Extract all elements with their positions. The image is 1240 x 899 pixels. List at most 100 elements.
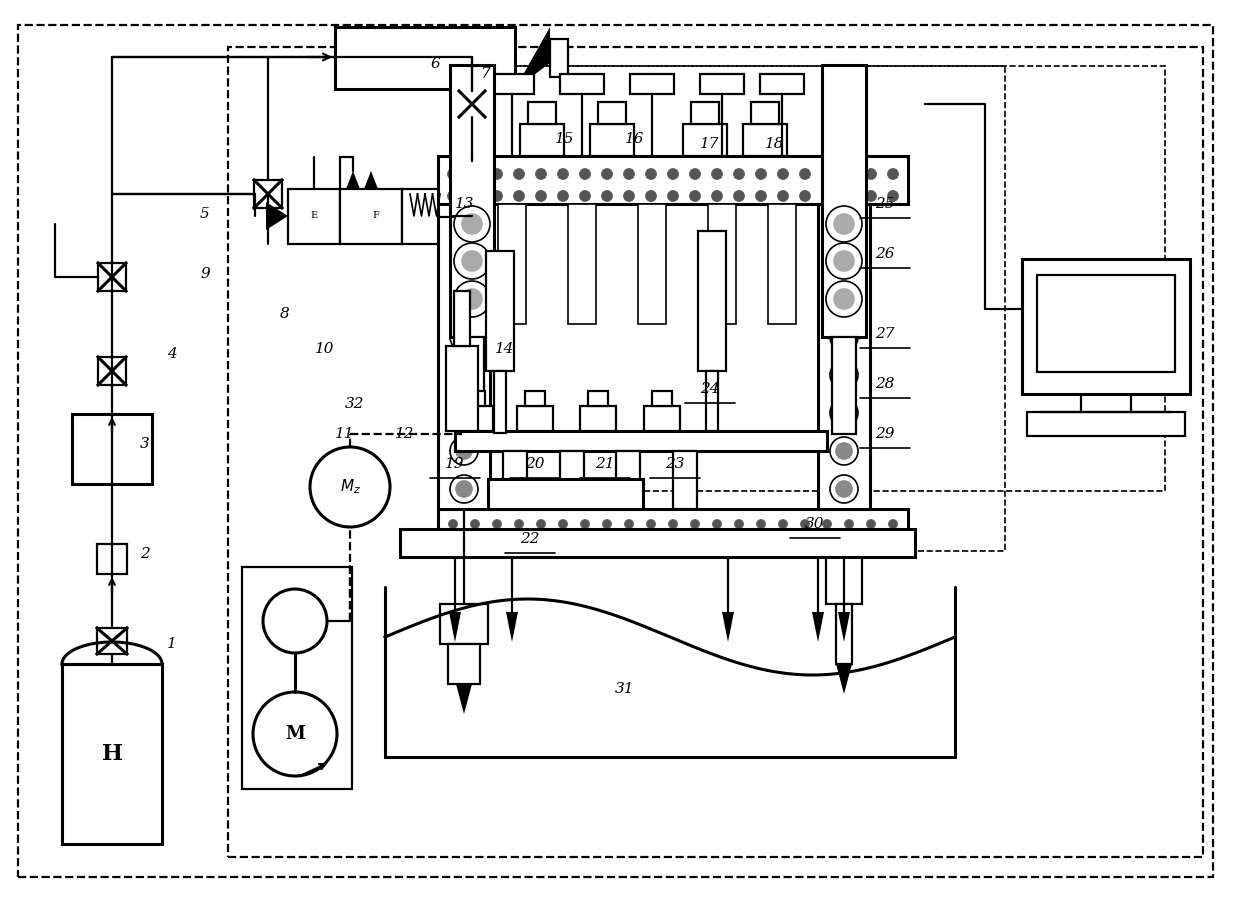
Circle shape (713, 538, 722, 547)
Circle shape (755, 168, 766, 180)
Circle shape (835, 289, 854, 309)
Text: H: H (102, 743, 123, 765)
Circle shape (492, 538, 501, 547)
Bar (630, 74, 675, 94)
Circle shape (470, 520, 480, 529)
Polygon shape (365, 171, 378, 189)
Bar (708, 204, 737, 324)
Text: 18: 18 (765, 137, 785, 151)
Bar (691, 102, 719, 124)
Bar (402, 189, 453, 244)
Bar (701, 74, 744, 94)
Circle shape (456, 329, 472, 345)
Polygon shape (449, 612, 461, 642)
Circle shape (454, 243, 490, 279)
Circle shape (310, 447, 391, 527)
Circle shape (800, 191, 811, 201)
Bar (560, 74, 604, 94)
Circle shape (830, 361, 858, 389)
Circle shape (450, 285, 477, 313)
Circle shape (667, 168, 678, 180)
Circle shape (822, 538, 832, 547)
Text: F: F (372, 211, 379, 220)
Bar (525, 391, 546, 406)
Bar (446, 346, 477, 431)
Bar (335, 27, 515, 89)
Circle shape (536, 168, 547, 180)
Bar (98, 263, 126, 291)
Bar (485, 66, 1166, 491)
Circle shape (456, 443, 472, 459)
Bar (72, 414, 153, 484)
Circle shape (830, 285, 858, 313)
Circle shape (826, 281, 862, 317)
Text: 25: 25 (875, 197, 895, 211)
Bar (401, 529, 915, 557)
Bar (818, 204, 870, 509)
Bar (652, 391, 672, 406)
Circle shape (513, 191, 525, 201)
Bar (97, 628, 126, 654)
Circle shape (470, 191, 481, 201)
Circle shape (734, 168, 744, 180)
Circle shape (668, 520, 677, 529)
Circle shape (450, 475, 477, 503)
Circle shape (801, 520, 810, 529)
Circle shape (734, 191, 744, 201)
Bar (460, 337, 484, 434)
Text: 28: 28 (875, 377, 895, 391)
Circle shape (646, 191, 656, 201)
Circle shape (448, 191, 459, 201)
Circle shape (800, 168, 811, 180)
Polygon shape (838, 612, 849, 642)
Circle shape (667, 191, 678, 201)
Text: 22: 22 (521, 532, 539, 546)
Circle shape (734, 520, 744, 529)
Bar (1027, 412, 1185, 436)
Bar (448, 644, 480, 684)
Circle shape (558, 538, 568, 547)
Text: 31: 31 (615, 682, 635, 696)
Bar (673, 451, 697, 509)
Circle shape (450, 361, 477, 389)
Circle shape (491, 191, 502, 201)
Circle shape (449, 520, 458, 529)
Circle shape (836, 481, 852, 497)
Bar (832, 337, 856, 434)
Circle shape (580, 520, 589, 529)
Bar (438, 509, 908, 547)
Circle shape (558, 520, 568, 529)
Circle shape (492, 520, 501, 529)
Circle shape (888, 191, 899, 201)
Text: 27: 27 (875, 327, 895, 341)
Circle shape (470, 538, 480, 547)
Text: 7: 7 (480, 67, 490, 81)
Polygon shape (812, 612, 825, 642)
Text: 12: 12 (396, 427, 414, 441)
Bar (590, 124, 634, 156)
Text: 13: 13 (455, 197, 475, 211)
Circle shape (830, 399, 858, 427)
Circle shape (843, 191, 854, 201)
Text: 14: 14 (495, 342, 515, 356)
Circle shape (779, 520, 787, 529)
Bar (288, 189, 340, 244)
Circle shape (756, 538, 765, 547)
Bar (826, 547, 862, 604)
Text: 15: 15 (556, 132, 575, 146)
Circle shape (601, 191, 613, 201)
Bar (768, 204, 796, 324)
Text: 9: 9 (200, 267, 210, 281)
Circle shape (689, 191, 701, 201)
Circle shape (801, 538, 810, 547)
Bar (494, 371, 506, 433)
Circle shape (866, 168, 877, 180)
Circle shape (263, 589, 327, 653)
Bar (568, 204, 596, 324)
Text: 1: 1 (167, 637, 177, 651)
Circle shape (821, 168, 832, 180)
Bar (490, 74, 534, 94)
Polygon shape (506, 612, 518, 642)
Circle shape (456, 253, 472, 269)
Circle shape (830, 247, 858, 275)
